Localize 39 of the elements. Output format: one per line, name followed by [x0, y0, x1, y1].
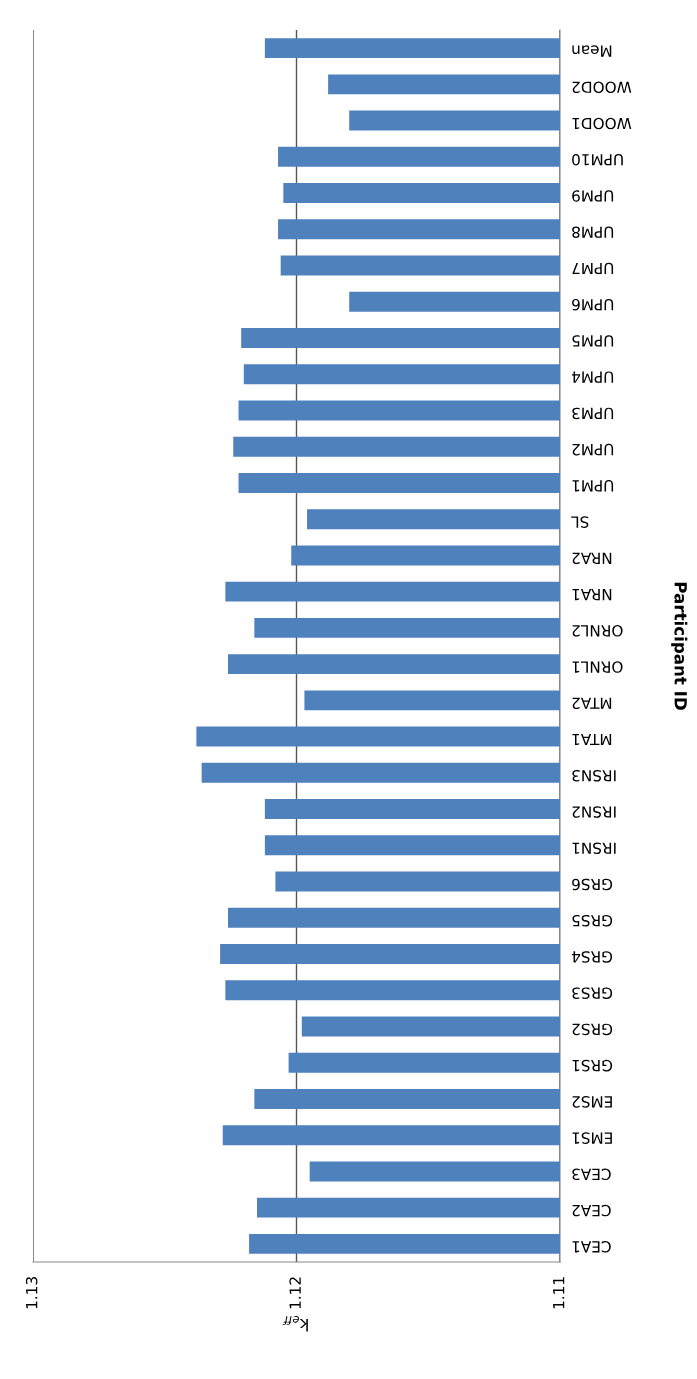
- y-tick-label: MTA1: [572, 733, 612, 746]
- y-tick-label: NRA2: [572, 552, 612, 565]
- x-tick-label: 1.13: [25, 1277, 38, 1309]
- y-tick-label: GRS4: [571, 951, 613, 963]
- y-tick-label: UPM2: [572, 443, 614, 456]
- y-tick-label: WOOD2: [572, 81, 632, 94]
- y-tick-label: GRS6: [572, 878, 613, 891]
- y-axis-title: Participant ID: [671, 582, 688, 710]
- y-tick-label: UPM8: [572, 226, 614, 239]
- y-tick-label: EMS2: [572, 1096, 612, 1108]
- y-tick-label: SL: [571, 516, 589, 528]
- y-tick-label: GRS2: [572, 1023, 613, 1036]
- x-tick-label: 1.12: [289, 1277, 301, 1309]
- y-tick-label: Mean: [572, 45, 612, 57]
- y-tick-label: CEA2: [572, 1204, 611, 1217]
- y-tick-label: GRS1: [572, 1059, 613, 1072]
- y-tick-label: NRA1: [572, 589, 612, 601]
- y-tick-label: CEA1: [572, 1241, 611, 1253]
- y-tick-label: UPM10: [572, 153, 623, 166]
- y-tick-label: IRSN2: [572, 806, 616, 818]
- x-tick-label: 1.11: [553, 1277, 565, 1309]
- y-tick-label: GRS5: [572, 914, 613, 927]
- y-tick-label: ORNL1: [572, 661, 623, 673]
- y-tick-label: UPM4: [571, 371, 614, 383]
- y-tick-label: UPM1: [572, 480, 614, 492]
- y-tick-label: CEA3: [572, 1168, 611, 1181]
- y-tick-label: GRS3: [572, 987, 613, 999]
- x-axis-title: k$_{eff}$: [282, 1316, 308, 1332]
- y-tick-label: WOOD1: [572, 117, 632, 130]
- y-tick-label: UPM7: [572, 262, 614, 275]
- y-tick-label: UPM6: [572, 298, 614, 311]
- y-tick-label: UPM3: [572, 407, 614, 420]
- y-tick-label: UPM5: [572, 335, 614, 347]
- y-tick-label: ORNL2: [572, 625, 623, 637]
- y-tick-label: MTA2: [572, 697, 612, 710]
- y-tick-label: EMS1: [572, 1132, 612, 1144]
- y-tick-label: IRSN1: [572, 842, 616, 855]
- y-tick-label: IRSN3: [572, 769, 616, 782]
- y-tick-label: UPM9: [572, 190, 614, 202]
